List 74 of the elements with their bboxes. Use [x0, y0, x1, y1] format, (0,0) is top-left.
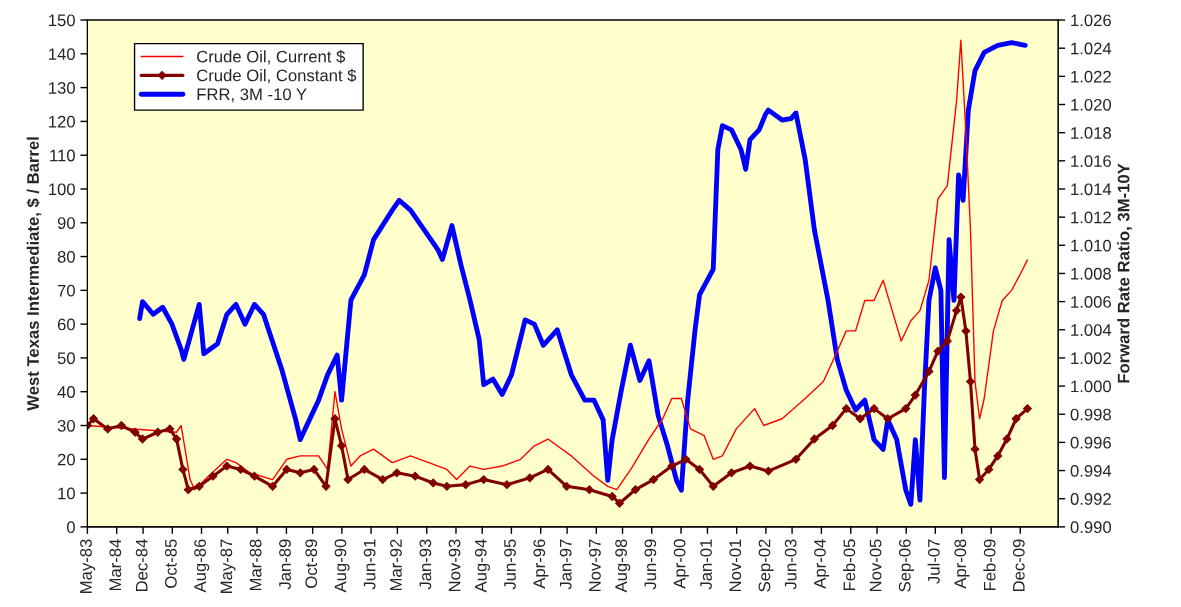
y2-tick-label: 1.010	[1071, 239, 1112, 252]
x-tick-label: Aug-98	[615, 539, 631, 593]
x-tick-label: Apr-08	[954, 539, 970, 589]
y-tick-label: 110	[50, 149, 75, 162]
y2-tick-label: 1.022	[1071, 70, 1111, 83]
y2-tick-label: 1.018	[1071, 127, 1111, 139]
y2-tick-label: 0.998	[1070, 408, 1111, 421]
y2-tick-label: 1.026	[1071, 14, 1111, 27]
y-tick-label: 70	[57, 284, 75, 297]
x-tick-label: Jan-97	[559, 539, 572, 590]
y-tick-label: 140	[49, 48, 75, 61]
x-tick-label: Jun-03	[784, 539, 797, 590]
y-tick-label: 40	[57, 386, 75, 398]
y-tick-label: 120	[49, 115, 75, 128]
y2-tick-label: 0.996	[1070, 436, 1111, 449]
x-tick-label: Nov-97	[588, 539, 601, 592]
y-tick-label: 0	[66, 521, 75, 534]
y2-axis-title: Forward Rate Ratio, 3M-10Y	[1117, 163, 1132, 383]
x-tick-label: Dec-09	[1012, 539, 1025, 592]
y2-tick-label: 1.016	[1071, 155, 1111, 168]
x-tick-label: Nov-05	[869, 539, 882, 592]
x-tick-label: Feb-05	[843, 539, 856, 591]
x-tick-label: Oct-85	[164, 539, 177, 588]
y-axis-title: West Texas Intermediate, $ / Barrel	[26, 137, 42, 411]
legend-label: FRR, 3M -10 Y	[197, 88, 307, 103]
y2-tick-label: 1.014	[1071, 183, 1112, 196]
y2-tick-label: 1.008	[1071, 267, 1111, 280]
x-tick-label: Jun-91	[363, 539, 376, 590]
y2-tick-label: 1.006	[1071, 296, 1111, 308]
y2-tick-label: 1.002	[1071, 352, 1111, 365]
y2-tick-label: 1.000	[1071, 380, 1112, 393]
legend-label: Crude Oil, Constant $	[197, 68, 357, 84]
x-tick-label: Mar-84	[109, 539, 122, 591]
y2-tick-label: 1.024	[1071, 42, 1112, 55]
y-tick-label: 50	[57, 352, 75, 365]
x-tick-label: May-87	[220, 539, 236, 593]
x-tick-label: Jan-89	[279, 539, 291, 590]
x-tick-label: Jun-95	[504, 539, 516, 590]
x-tick-label: Aug-94	[474, 539, 490, 593]
x-tick-label: Jul-07	[927, 539, 940, 584]
y2-tick-label: 1.004	[1071, 324, 1112, 336]
x-tick-label: Apr-96	[533, 539, 549, 589]
y-tick-label: 20	[57, 453, 75, 466]
y2-tick-label: 1.012	[1071, 211, 1111, 224]
x-tick-label: Apr-00	[673, 539, 689, 589]
y2-tick-label: 0.994	[1070, 464, 1112, 477]
x-tick-label: Oct-89	[305, 539, 318, 588]
y2-tick-label: 1.020	[1071, 98, 1112, 111]
x-tick-label: Jun-99	[644, 539, 657, 590]
x-tick-label: Feb-09	[983, 539, 996, 591]
y-tick-label: 30	[57, 419, 75, 432]
x-tick-label: Jan-93	[419, 539, 432, 590]
y-tick-label: 90	[57, 217, 75, 229]
y2-tick-label: 0.992	[1070, 493, 1111, 505]
x-tick-label: Sep-02	[758, 539, 774, 592]
x-tick-label: Jan-01	[700, 539, 712, 590]
y-tick-label: 10	[58, 487, 75, 500]
x-tick-label: Mar-92	[390, 539, 402, 591]
x-tick-label: Sep-06	[898, 539, 914, 592]
x-tick-label: Apr-04	[814, 539, 830, 589]
x-tick-label: Mar-88	[249, 539, 262, 591]
y-tick-label: 150	[49, 14, 75, 27]
x-tick-label: May-83	[80, 539, 96, 593]
y-tick-label: 80	[57, 250, 75, 263]
x-tick-label: Aug-90	[334, 539, 350, 593]
y-tick-label: 100	[49, 183, 75, 196]
x-tick-label: Nov-01	[729, 539, 742, 592]
y-tick-label: 130	[49, 82, 75, 94]
x-tick-label: Nov-93	[448, 539, 461, 592]
x-tick-label: Dec-84	[135, 539, 148, 592]
y-tick-label: 60	[57, 318, 75, 331]
legend-label: Crude Oil, Current $	[197, 49, 346, 65]
y2-tick-label: 0.990	[1070, 521, 1112, 534]
x-tick-label: Aug-86	[194, 539, 210, 593]
